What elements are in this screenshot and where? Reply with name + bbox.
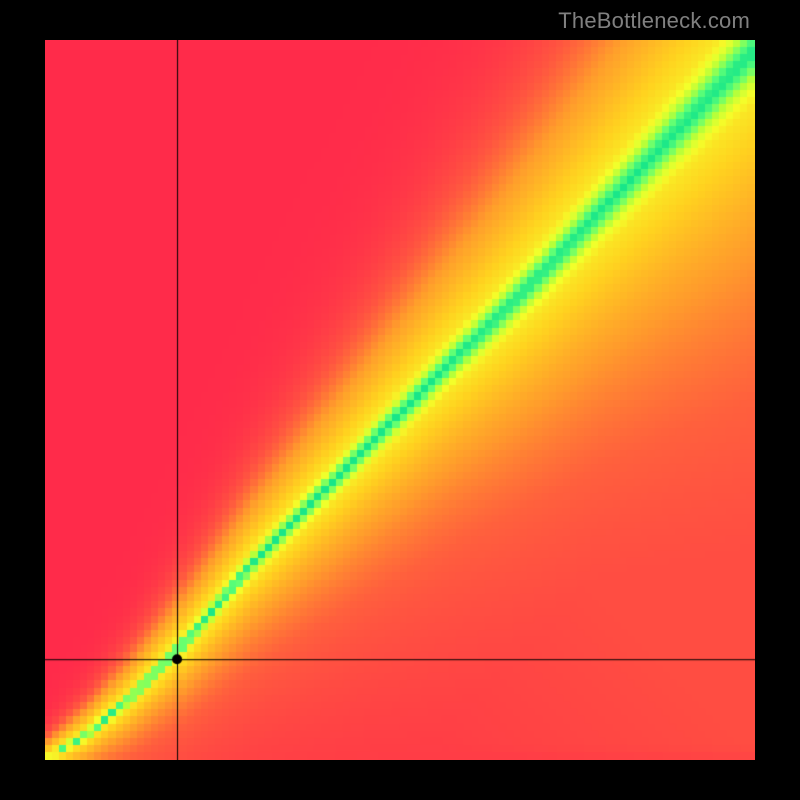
source-watermark: TheBottleneck.com [558, 8, 750, 34]
chart-frame: TheBottleneck.com [0, 0, 800, 800]
plot-area [45, 40, 755, 760]
heatmap-canvas [45, 40, 755, 760]
